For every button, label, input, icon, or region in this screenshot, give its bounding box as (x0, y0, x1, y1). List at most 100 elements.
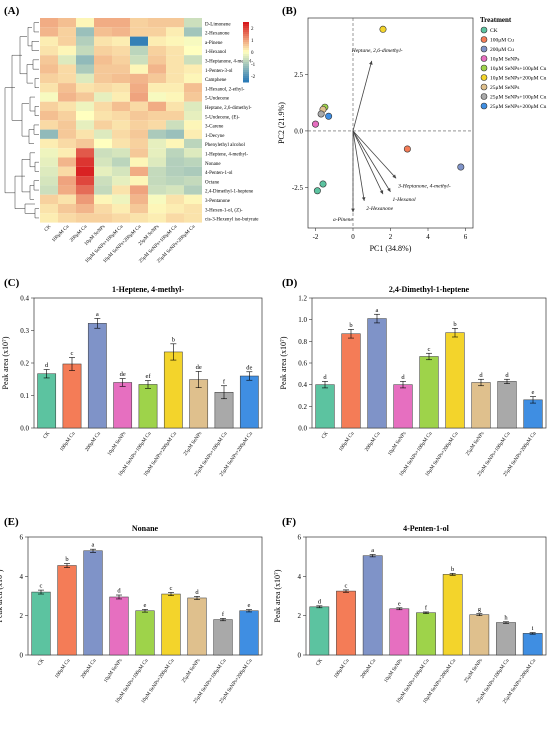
dendrogram-branch (33, 180, 39, 191)
panel-c-bar: (C) 1-Heptene, 4-methyl- 0.0 0.1 0.2 0.3 0.4 Pe… (1, 277, 263, 478)
heatmap-cell (76, 120, 94, 130)
heatmap-row-label: D-Limonene (205, 22, 231, 27)
colorbar-segment (243, 56, 249, 59)
heatmap-cell (94, 83, 112, 93)
significance-letter: c (428, 346, 431, 353)
heatmap-cell (58, 213, 76, 223)
bar (135, 610, 155, 656)
pca-point (379, 25, 387, 33)
panel-d-bar: (D) 2,4-Dimethyl-1-heptene 0.0 0.2 0.4 0.6 0.8… (279, 277, 547, 478)
bar (522, 633, 543, 656)
heatmap-cell (112, 204, 130, 214)
significance-letter: e (398, 600, 401, 607)
heatmap-cell (112, 101, 130, 111)
heatmap-cell (184, 129, 202, 139)
bar (496, 622, 516, 656)
heatmap-cell (76, 138, 94, 149)
colorbar-segment (243, 34, 249, 37)
heatmap-cell (76, 111, 94, 121)
panel-label: (C) (4, 277, 20, 289)
bar (469, 614, 490, 656)
colorbar-segment (243, 36, 249, 39)
heatmap-cell (184, 18, 202, 28)
bar (471, 382, 491, 429)
dendrogram-branch (21, 103, 29, 137)
colorbar-segment (243, 44, 249, 47)
dendrogram-branch (27, 27, 32, 47)
x-tick-label: 0 (351, 233, 355, 241)
heatmap-cell (112, 83, 130, 93)
pca-point (319, 180, 327, 188)
heatmap-cell (130, 185, 148, 195)
significance-letter: c (71, 350, 74, 357)
dendrogram-branch (34, 208, 39, 219)
legend-label: 200μM Cu (490, 47, 514, 53)
legend-marker (480, 64, 488, 72)
heatmap-row-label: Heptane, 2,6-dimethyl- (205, 106, 252, 111)
heatmap-cell (184, 45, 202, 56)
x-tick-label: CK (42, 431, 51, 441)
x-tick-label: 25μM SeNPs (181, 658, 202, 684)
heatmap-cell (166, 185, 184, 195)
heatmap-cell (148, 36, 166, 46)
heatmap-cell (184, 166, 202, 177)
heatmap-cell (184, 64, 202, 74)
heatmap-cell (166, 55, 184, 65)
heatmap-cell (58, 194, 76, 204)
heatmap-cell (184, 157, 202, 167)
heatmap-cell (76, 176, 94, 186)
y-tick-label: 0 (20, 652, 24, 660)
loading-label: Heptane, 2,6-dimethyl- (351, 48, 403, 54)
heatmap-cell (40, 36, 58, 46)
heatmap-cell (148, 166, 166, 177)
heatmap-cell (184, 148, 202, 158)
heatmap-cell (94, 129, 112, 139)
bar (309, 606, 330, 656)
panel-b-pca: (B) -2 0 2 4 6 2.5 0.0 -2.5 PC1 (34.8%) PC2 (21.9%… (277, 5, 547, 253)
heatmap-cell (184, 101, 202, 111)
heatmap-cell (40, 55, 58, 65)
loading-arrowhead (369, 60, 373, 65)
heatmap-cell (112, 64, 130, 74)
x-tick-label: 2 (389, 233, 393, 241)
panel-e-bar: (E) Nonane 0 2 4 6 Peak area (x10⁷) c CK b 100μM C… (0, 516, 263, 705)
bar (57, 565, 77, 656)
heatmap-cell (76, 83, 94, 93)
significance-letter: d (401, 374, 405, 381)
dendrogram-branch (33, 124, 39, 135)
colorbar-segment (243, 30, 249, 33)
heatmap-row-label: 2-Hexanone (205, 32, 230, 37)
heatmap-cell (40, 185, 58, 195)
dendrogram-branch (26, 64, 33, 84)
heatmap-cell (130, 101, 148, 111)
heatmap-cell (148, 45, 166, 56)
heatmap-cell (40, 45, 58, 56)
colorbar-segment (243, 68, 249, 71)
significance-letter: d (45, 362, 49, 369)
heatmap-cell (184, 176, 202, 186)
heatmap-row-label: Octane (205, 180, 220, 185)
bar (341, 333, 361, 429)
heatmap-cell (94, 157, 112, 167)
bar (62, 363, 82, 429)
heatmap-cell (94, 194, 112, 204)
heatmap-cell (130, 45, 148, 56)
heatmap-row-label: Nonane (205, 162, 221, 167)
heatmap-cell (148, 18, 166, 28)
heatmap-cell (166, 45, 184, 56)
heatmap-cell (184, 83, 202, 93)
heatmap-cell (58, 166, 76, 177)
chart-title: 4-Penten-1-ol (403, 524, 450, 533)
y-tick-label: 4 (20, 573, 24, 581)
x-tick-label: 200μM Cu (364, 430, 382, 452)
heatmap-cell (184, 120, 202, 130)
heatmap-cell (40, 213, 58, 223)
y-tick-label: 0.4 (20, 295, 29, 303)
significance-letter: c (345, 582, 348, 589)
legend-marker (480, 83, 488, 91)
colorbar-segment (243, 50, 249, 53)
loading-arrowhead (387, 187, 391, 192)
heatmap-cell (130, 129, 148, 139)
loading-arrow (352, 130, 397, 179)
y-tick-label: -2.5 (292, 184, 304, 192)
